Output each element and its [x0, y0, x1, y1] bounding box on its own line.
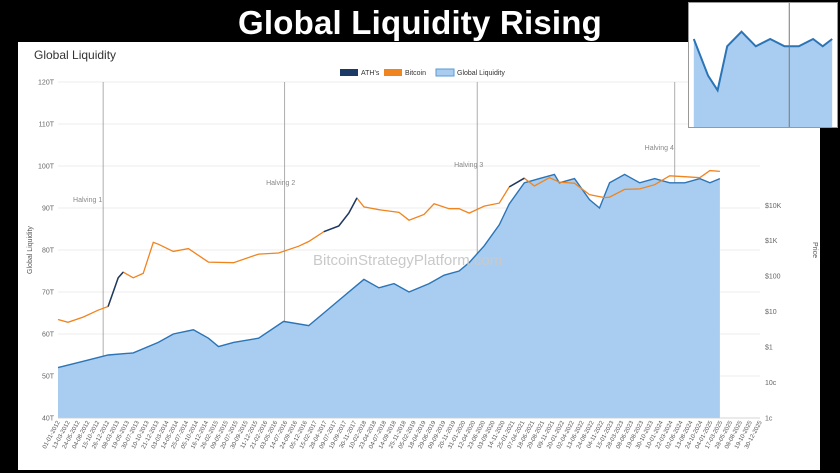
- legend-label: Global Liquidity: [457, 70, 505, 77]
- y-left-tick-label: 50T: [42, 374, 55, 381]
- headline: Global Liquidity Rising: [238, 4, 602, 41]
- ath-segment: [508, 177, 525, 188]
- y-right-tick-label: $10: [765, 309, 777, 316]
- y-right-tick-label: 10c: [765, 380, 777, 387]
- chart-panel: Global Liquidity 40T 50T 60T 70T 80T 90T 100T 1…: [18, 42, 820, 470]
- y-left-tick-label: 60T: [42, 332, 55, 339]
- halving-annotation: Halving 4: [645, 145, 674, 152]
- inset-zoom: [688, 2, 838, 128]
- legend-swatch: [384, 69, 402, 76]
- inset-liquidity-line: [692, 30, 833, 93]
- ath-segment: [107, 271, 124, 307]
- legend-swatch: [340, 69, 358, 76]
- inset-liquidity-area: [693, 31, 833, 127]
- halving-annotation: Halving 2: [266, 180, 295, 187]
- y-right-tick-label: $100: [765, 274, 781, 281]
- y-right-tick-label: $1K: [765, 238, 778, 245]
- y-left-tick-label: 100T: [38, 164, 55, 171]
- legend-label: ATH's: [361, 70, 380, 77]
- y-left-tick-label: 40T: [42, 416, 55, 423]
- liquidity-area: [58, 174, 720, 418]
- y-left-tick-label: 70T: [42, 290, 55, 297]
- y-left-tick-label: 110T: [39, 122, 55, 129]
- y-right-axis-label: Price: [811, 242, 818, 258]
- legend-label: Bitcoin: [405, 70, 426, 77]
- ath-segment: [323, 197, 358, 233]
- y-right-tick-label: 1c: [765, 416, 773, 423]
- y-left-tick-label: 120T: [38, 80, 55, 87]
- halving-annotation: Halving 3: [454, 162, 483, 169]
- y-left-tick-label: 80T: [42, 248, 55, 255]
- liquidity-line: [57, 173, 721, 369]
- halving-annotation: Halving 1: [73, 197, 102, 204]
- chart-svg: 40T 50T 60T 70T 80T 90T 100T 110T 120T 1c 10c $1 $10…: [27, 68, 818, 450]
- inset-svg: [692, 3, 833, 127]
- chart-title: Global Liquidity: [34, 48, 117, 62]
- y-left-axis-label: Global Liquidity: [27, 226, 34, 274]
- y-left-tick-label: 90T: [42, 206, 55, 213]
- watermark: BitcoinStrategyPlatform.com: [313, 252, 503, 269]
- bitcoin-line: [57, 169, 720, 323]
- legend-swatch: [435, 68, 455, 77]
- y-right-tick-label: $10K: [765, 203, 782, 210]
- y-right-tick-label: $1: [765, 345, 773, 352]
